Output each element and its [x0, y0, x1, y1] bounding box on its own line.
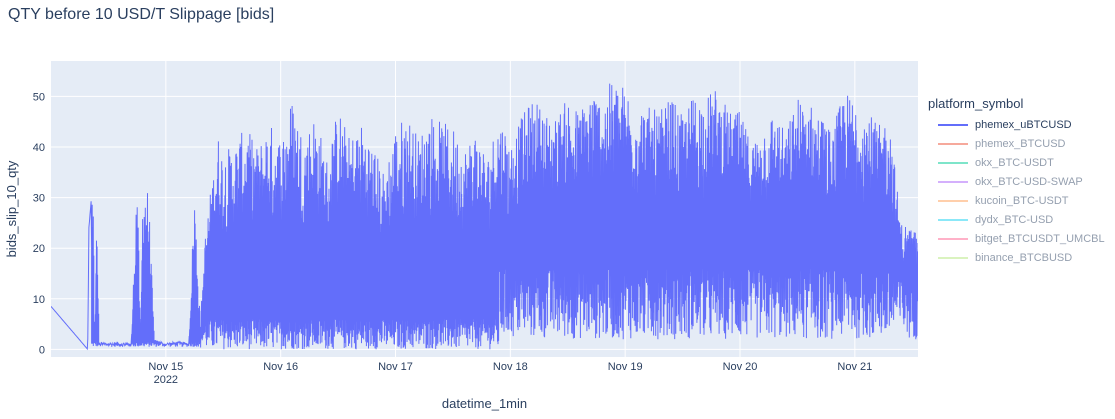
legend-item-okx_BTC-USDT[interactable]: okx_BTC-USDT [928, 153, 1108, 172]
legend-swatch [938, 256, 968, 259]
legend-label: phemex_uBTCUSD [975, 118, 1072, 131]
series-layer [51, 83, 918, 351]
legend-item-kucoin_BTC-USDT[interactable]: kucoin_BTC-USDT [928, 191, 1108, 210]
legend-swatch [938, 142, 968, 145]
legend-label: okx_BTC-USD-SWAP [975, 175, 1083, 188]
x-tick-label: Nov 18 [493, 361, 528, 373]
legend-label: kucoin_BTC-USDT [975, 194, 1069, 207]
y-tick-label: 50 [33, 91, 45, 103]
legend-swatch [938, 218, 968, 221]
legend-swatch [938, 180, 968, 183]
y-tick-label: 20 [33, 243, 45, 255]
legend-title: platform_symbol [928, 96, 1024, 111]
x-tick-label: Nov 21 [837, 361, 872, 373]
series-line-phemex_uBTCUSD[interactable] [51, 83, 918, 351]
x-tick-label: Nov 19 [608, 361, 643, 373]
legend-swatch [938, 199, 968, 202]
y-tick-label: 10 [33, 294, 45, 306]
y-tick-label: 0 [39, 344, 45, 356]
legend-item-dydx_BTC-USD[interactable]: dydx_BTC-USD [928, 210, 1108, 229]
y-tick-label: 40 [33, 142, 45, 154]
legend-label: dydx_BTC-USD [975, 213, 1054, 226]
legend-swatch [938, 161, 968, 164]
legend-label: bitget_BTCUSDT_UMCBL [975, 232, 1105, 245]
legend-item-bitget_BTCUSDT_UMCBL[interactable]: bitget_BTCUSDT_UMCBL [928, 229, 1108, 248]
legend-label: okx_BTC-USDT [975, 156, 1054, 169]
x-tick-sublabel: 2022 [154, 374, 178, 386]
legend-item-phemex_BTCUSD[interactable]: phemex_BTCUSD [928, 134, 1108, 153]
legend-item-phemex_uBTCUSD[interactable]: phemex_uBTCUSD [928, 115, 1108, 134]
x-tick-label: Nov 17 [378, 361, 413, 373]
chart-title: QTY before 10 USD/T Slippage [bids] [8, 6, 275, 23]
legend-swatch [938, 123, 968, 126]
legend: platform_symbol phemex_uBTCUSD phemex_BTC… [928, 96, 1108, 267]
x-axis-title: datetime_1min [442, 396, 527, 411]
legend-swatch [938, 237, 968, 240]
x-tick-label: Nov 16 [263, 361, 298, 373]
y-axis-ticks: 0 10 20 30 40 50 [33, 91, 45, 356]
x-tick-label: Nov 20 [723, 361, 758, 373]
legend-label: phemex_BTCUSD [975, 137, 1066, 150]
x-tick-label: Nov 15 [148, 361, 183, 373]
legend-item-binance_BTCBUSD[interactable]: binance_BTCBUSD [928, 248, 1108, 267]
legend-label: binance_BTCBUSD [975, 251, 1073, 264]
legend-item-okx_BTC-USD-SWAP[interactable]: okx_BTC-USD-SWAP [928, 172, 1108, 191]
y-tick-label: 30 [33, 193, 45, 205]
y-axis-title: bids_slip_10_qty [4, 160, 19, 257]
